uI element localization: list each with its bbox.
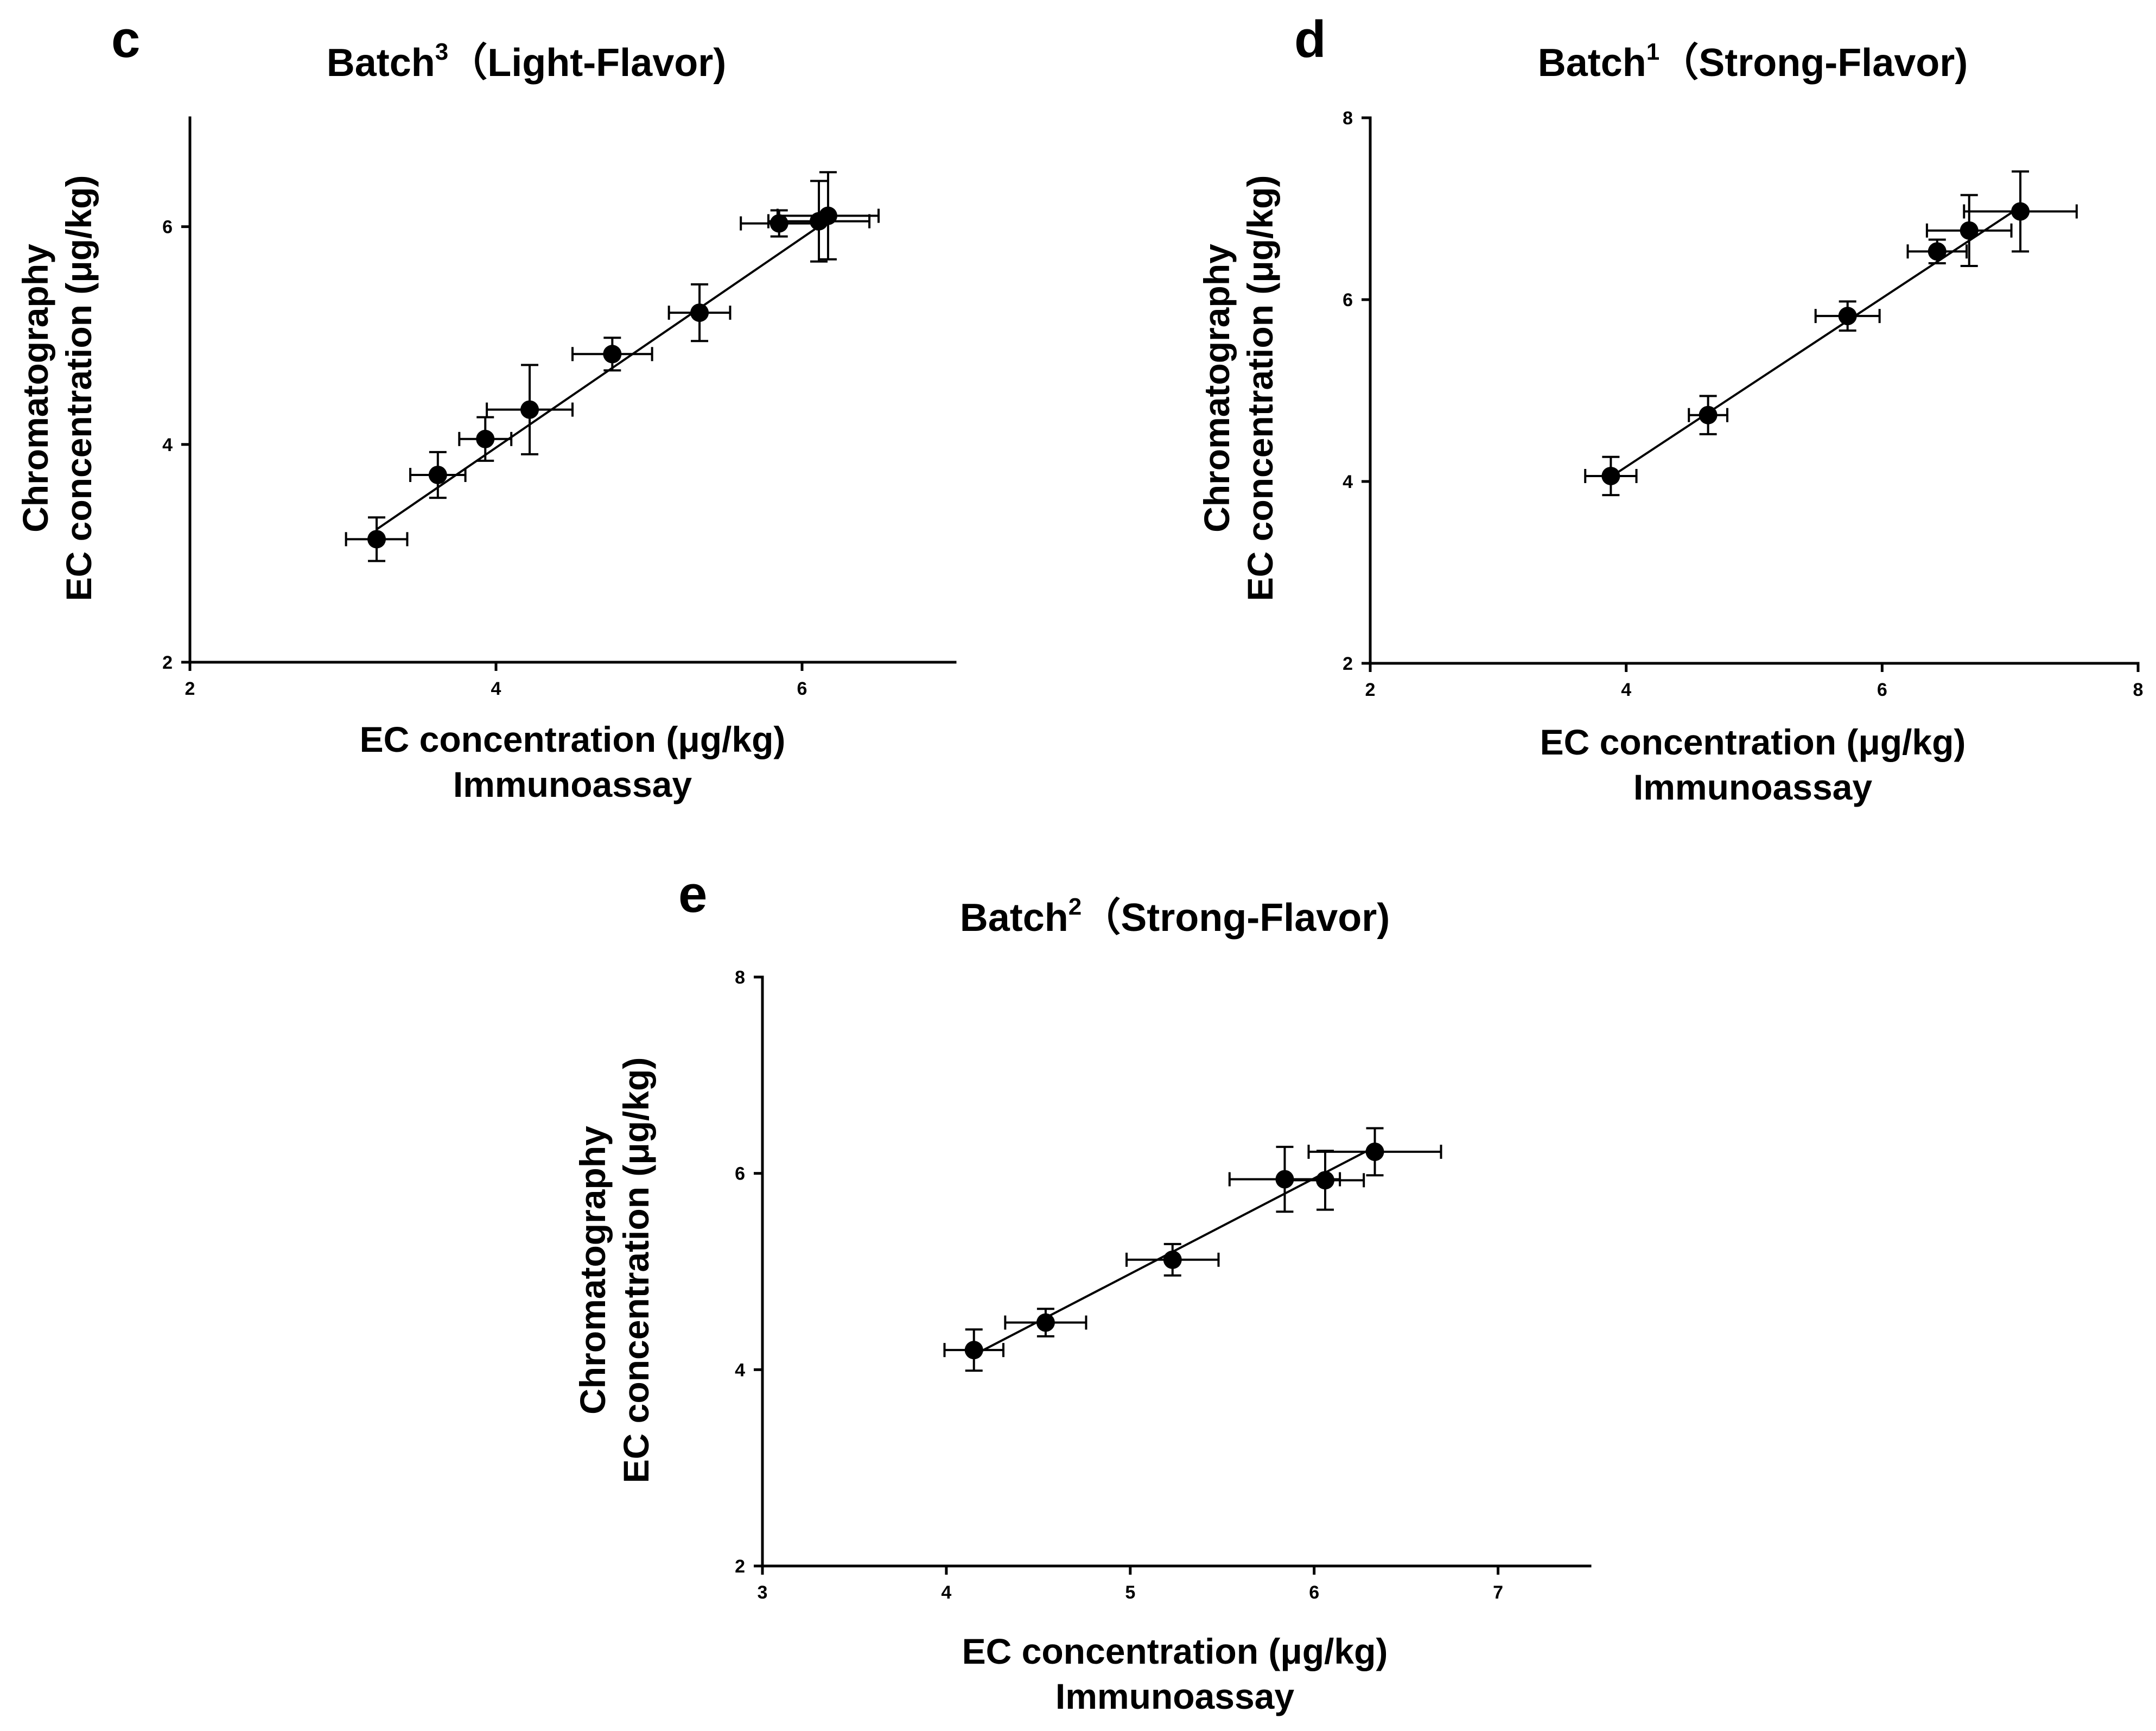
panel-d-x-tick-label: 2 <box>1365 680 1376 700</box>
panel-e-title: Batch2（Strong-Flavor) <box>960 893 1390 940</box>
panel-d-fit-line <box>1610 206 2021 478</box>
panel-d: d Batch1（Strong-Flavor) EC concentration… <box>1197 10 2143 807</box>
panel-d-title: Batch1（Strong-Flavor) <box>1538 39 1968 85</box>
panel-d-plot: 2 4 6 8 2 4 6 8 <box>1343 108 2143 700</box>
panel-c-title: Batch3（Light-Flavor) <box>327 39 726 85</box>
panel-c-x-tick-label: 6 <box>797 679 807 699</box>
panel-d-data-point <box>1928 242 1947 261</box>
panel-c: c Batch3（Light-Flavor) EC concentration … <box>15 10 957 804</box>
panel-e-y-tick-label: 6 <box>735 1164 745 1184</box>
panel-e-x-tick-label: 7 <box>1493 1582 1503 1603</box>
panel-e-x-tick-label: 5 <box>1125 1582 1135 1603</box>
panel-e-xlabel-line1: EC concentration (μg/kg) <box>962 1631 1388 1671</box>
panel-d-data-point <box>1838 307 1857 326</box>
panel-e-data-point <box>1275 1170 1294 1189</box>
panel-e-error-bar <box>943 1328 1004 1372</box>
panel-e-y-tick-label: 4 <box>735 1360 745 1380</box>
panel-e-data-point <box>1365 1142 1384 1161</box>
panel-e-y-tick-label: 2 <box>735 1556 745 1577</box>
panel-c-fit-line <box>376 219 829 530</box>
panel-c-letter: c <box>111 10 140 68</box>
panel-c-data-point <box>690 303 709 322</box>
panel-d-y-tick-label: 4 <box>1343 472 1353 492</box>
panel-e-data-point <box>1163 1250 1182 1269</box>
panel-d-x-tick-label: 4 <box>1621 680 1631 700</box>
panel-c-data-point <box>520 400 539 419</box>
panel-e-xlabel-line2: Immunoassay <box>1055 1676 1294 1716</box>
panel-d-data-point <box>1601 466 1620 485</box>
panel-c-data-point <box>818 206 837 225</box>
panel-c-y-tick-label: 4 <box>162 435 173 455</box>
panel-e-plot: 3 4 5 6 7 2 4 6 8 <box>735 967 1592 1603</box>
panel-d-x-tick-label: 6 <box>1877 680 1887 700</box>
panel-c-data-point <box>476 429 495 448</box>
panel-d-y-tick-label: 2 <box>1343 654 1353 674</box>
panel-c-plot: 2 4 6 2 4 6 <box>162 116 957 699</box>
panel-d-y-tick-label: 8 <box>1343 108 1353 129</box>
panel-c-data-point <box>428 465 447 484</box>
panel-d-xlabel-line2: Immunoassay <box>1633 767 1872 807</box>
panel-c-data-point <box>769 214 788 233</box>
panel-d-ylabel-line2: EC concentration (μg/kg) <box>1240 175 1280 601</box>
panel-d-x-tick-label: 8 <box>2133 680 2144 700</box>
panel-c-data-point <box>367 530 386 549</box>
panel-e-data-point <box>1036 1313 1055 1332</box>
panel-e-ylabel-line2: EC concentration (μg/kg) <box>616 1057 656 1483</box>
panel-e-x-tick-label: 6 <box>1309 1582 1319 1603</box>
panel-c-xlabel-line2: Immunoassay <box>453 764 692 804</box>
panel-c-ylabel-line2: EC concentration (μg/kg) <box>59 175 99 601</box>
panel-d-data-point <box>1699 405 1718 424</box>
panel-e-y-tick-label: 8 <box>735 967 745 988</box>
panel-c-x-tick-label: 4 <box>491 679 501 699</box>
panel-e-ylabel-line1: Chromatography <box>573 1126 613 1415</box>
panel-d-letter: d <box>1294 10 1326 68</box>
panel-c-y-tick-label: 6 <box>162 217 173 238</box>
panel-e-x-tick-label: 3 <box>758 1582 768 1603</box>
panel-d-xlabel-line1: EC concentration (μg/kg) <box>1540 722 1966 762</box>
panel-d-ylabel-line1: Chromatography <box>1197 244 1237 532</box>
panel-c-ylabel-line1: Chromatography <box>15 244 55 532</box>
panel-e: e Batch2（Strong-Flavor) EC concentration… <box>573 865 1592 1716</box>
panel-c-y-tick-label: 2 <box>162 652 173 673</box>
panel-e-x-tick-label: 4 <box>941 1582 951 1603</box>
panel-c-data-point <box>603 345 622 364</box>
panel-c-xlabel-line1: EC concentration (μg/kg) <box>360 719 786 759</box>
panel-c-x-tick-label: 2 <box>185 679 195 699</box>
panel-d-data-point <box>2011 202 2030 221</box>
panel-e-letter: e <box>678 865 707 923</box>
panel-d-data-point <box>1960 221 1979 240</box>
panel-e-data-point <box>964 1341 983 1360</box>
panel-d-y-tick-label: 6 <box>1343 290 1353 310</box>
panel-e-data-point <box>1316 1171 1334 1190</box>
